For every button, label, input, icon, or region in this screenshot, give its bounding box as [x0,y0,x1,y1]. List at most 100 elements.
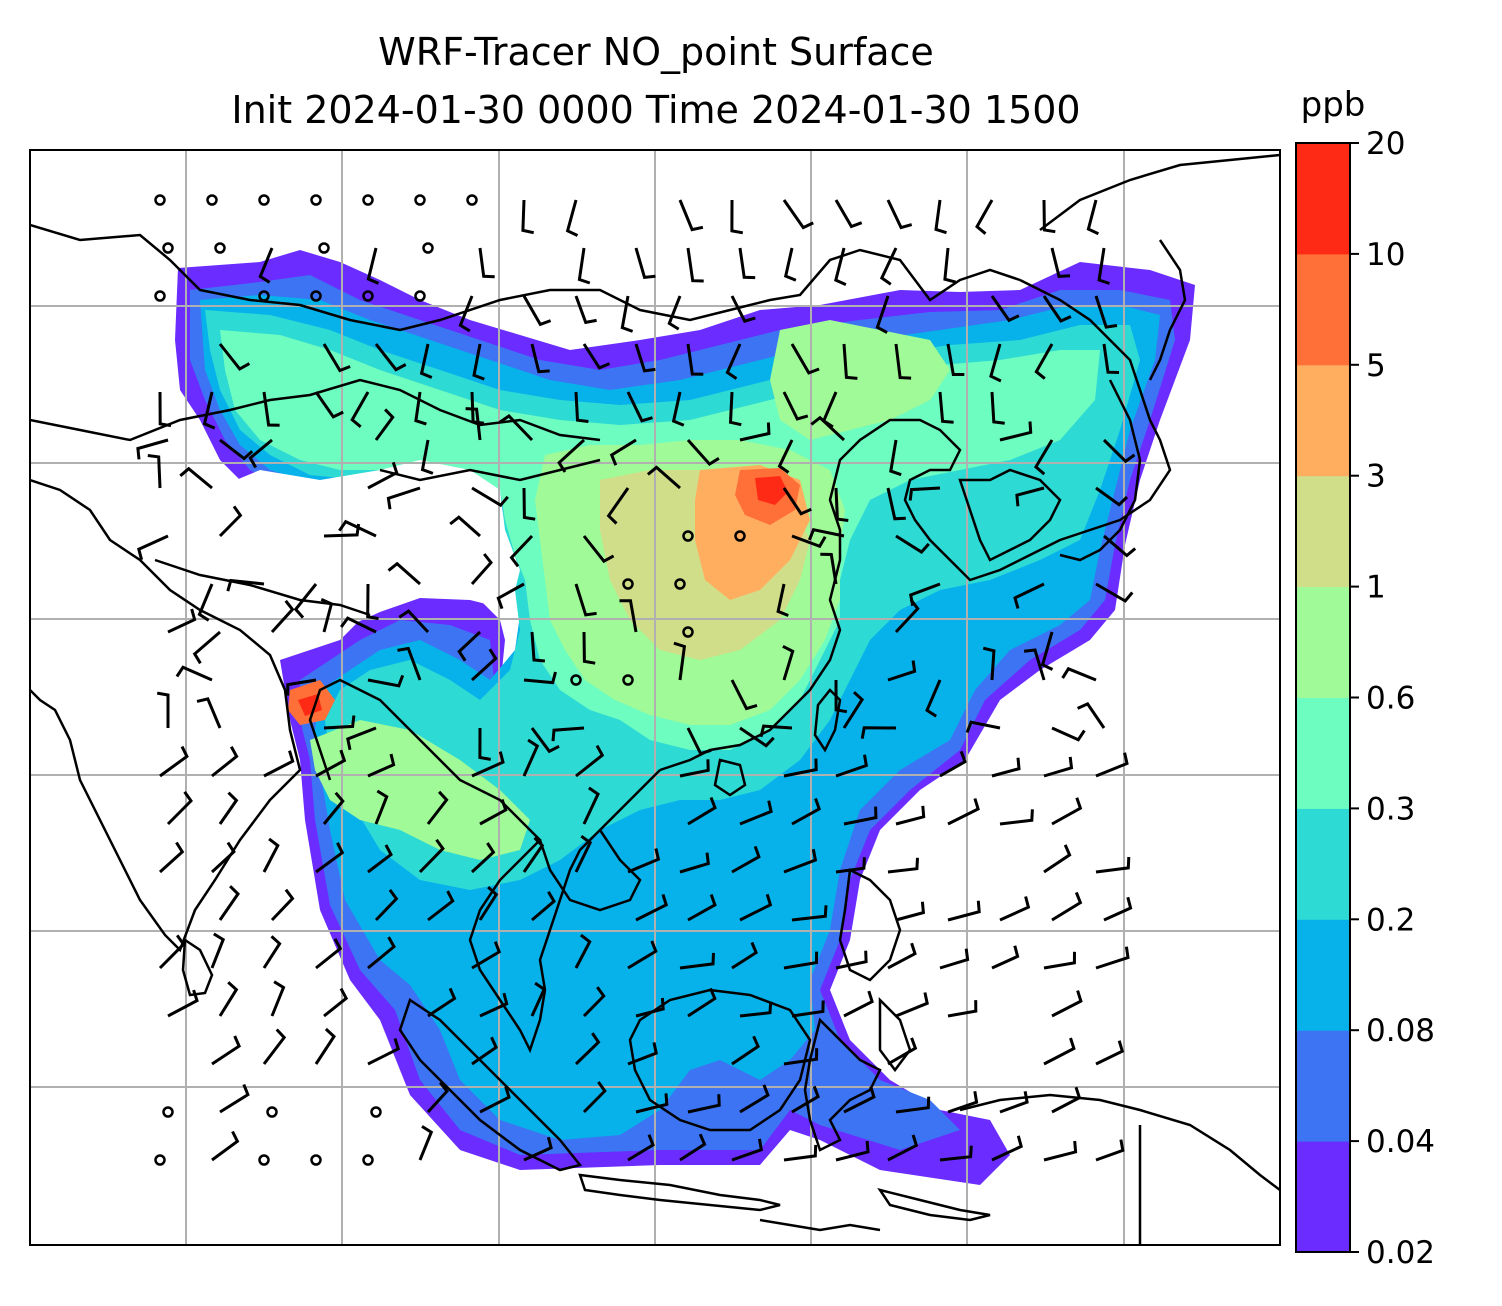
colorbar-segment [1296,475,1350,588]
wind-barb [210,841,236,874]
wind-barb [679,759,710,778]
wind-barb [472,343,485,381]
wind-barb [470,842,496,874]
wind-barb [991,1135,1023,1162]
wind-barb [965,720,1001,734]
wind-barb [582,631,596,665]
coast-korea [958,468,1062,562]
wind-barb [1033,439,1054,476]
map-frame [29,149,1281,1246]
wind-barb [634,343,656,373]
wind-barb [575,744,605,778]
wind-barb [457,630,482,662]
wind-barb [627,1042,658,1066]
wind-barb [679,952,715,970]
calm-wind-marker [310,1154,322,1166]
wind-barb [262,391,280,427]
calm-wind-marker [362,290,374,302]
field-level-5c [310,720,530,860]
wind-barb [166,791,193,826]
wind-barb [175,665,213,682]
wind-barb [834,199,863,229]
wind-barb [739,800,773,826]
wind-barb [739,1001,773,1018]
wind-barb [934,199,947,235]
wind-barb [782,391,809,421]
wind-barb [262,1028,287,1065]
wind-barb [889,439,902,477]
wind-barb [879,247,898,286]
calm-wind-marker [162,1106,174,1118]
wind-barb [1097,247,1110,285]
coast-taiwan [813,688,842,753]
coast-china-east [659,278,1172,772]
colorbar-tick-label: 1 [1366,570,1386,606]
wind-barb [783,848,818,874]
wind-barb [894,343,912,380]
calm-wind-marker [214,242,226,254]
calm-wind-marker [310,194,322,206]
wind-barb [582,1081,607,1114]
wind-barb [1061,666,1097,682]
wind-barb [791,1000,825,1018]
wind-barb [367,753,396,778]
wind-barb [219,438,254,461]
wind-barb [999,809,1034,826]
tracer-field [175,250,1195,1200]
wind-barb [582,786,600,825]
calm-wind-marker [682,626,694,638]
wind-barb [479,799,508,826]
wind-barb [398,609,430,634]
wind-barb [167,608,197,634]
wind-barb [999,421,1033,442]
wind-barb [939,948,970,970]
wind-barb [338,519,377,538]
coast-borneo [628,988,812,1132]
wind-barb [210,932,226,969]
field-level-9 [755,476,788,505]
wind-barb [895,992,929,1018]
calm-wind-marker [206,194,218,206]
map-area[interactable] [30,150,1280,1245]
coast-lesser-sunda [759,1218,881,1232]
wind-barb [397,646,422,681]
wind-barb [418,1125,434,1161]
wind-barb [137,534,169,561]
wind-barb [367,1037,401,1066]
wind-barb [783,1048,819,1066]
wind-barb [218,885,240,921]
coast-russia-ne [1039,153,1280,231]
calm-wind-marker [154,290,166,302]
wind-barb [167,989,199,1018]
wind-barb [982,646,996,681]
calm-wind-marker [422,242,434,254]
wind-barb [159,745,189,778]
wind-barb [687,1094,721,1114]
coast-sulawesi [803,1017,882,1152]
wind-barb [1034,343,1054,380]
wind-barb [582,343,611,370]
wind-barb [679,1133,707,1162]
wind-barb [808,527,845,541]
wind-barb [886,487,906,521]
wind-barb [374,408,395,441]
wind-barb [1051,990,1083,1018]
coast-java [578,1173,781,1212]
wind-barb [925,679,942,718]
wind-barb [939,750,967,778]
wind-barb [471,1036,498,1066]
wind-barb [192,630,221,665]
wind-barb [574,583,597,617]
colorbar-tick-label: 0.2 [1366,902,1415,938]
wind-barb [426,790,449,825]
coast-japan [1059,239,1187,562]
field-gap-pacific [860,640,1140,1060]
wind-barb [975,199,994,235]
wind-barb [522,295,552,327]
wind-barb [1043,844,1072,874]
wind-barb [323,715,356,730]
wind-barb [522,738,540,777]
wind-barbs [136,194,1137,1166]
wind-barb [270,980,286,1017]
